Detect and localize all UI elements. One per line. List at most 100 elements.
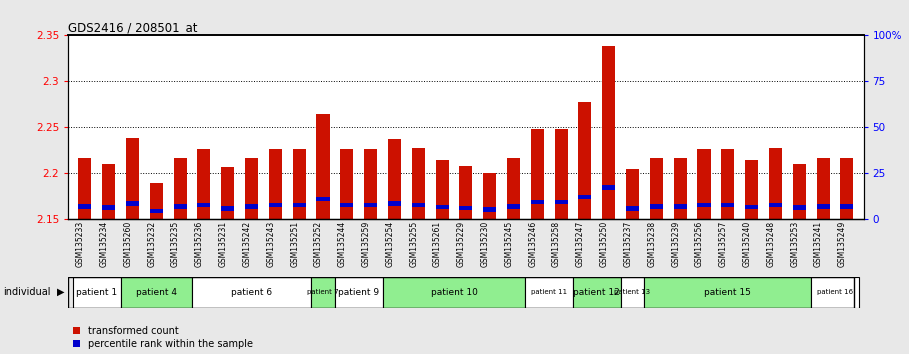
Text: GSM135258: GSM135258	[552, 221, 561, 267]
Bar	[840, 158, 854, 204]
Bar	[578, 102, 592, 195]
Bar	[816, 204, 830, 209]
Text: GSM135256: GSM135256	[695, 221, 704, 267]
Bar	[507, 209, 520, 219]
Bar	[102, 205, 115, 210]
Bar	[769, 148, 782, 203]
Text: patient 15: patient 15	[704, 288, 751, 297]
Text: patient 12: patient 12	[574, 288, 620, 297]
Bar	[483, 207, 496, 212]
Text: patient 7: patient 7	[307, 290, 339, 295]
Bar	[293, 207, 305, 219]
Bar	[102, 210, 115, 219]
Bar	[197, 149, 211, 203]
Bar	[459, 210, 473, 219]
Bar	[602, 185, 615, 190]
Text: GSM135259: GSM135259	[362, 221, 371, 267]
Bar	[293, 203, 305, 207]
Text: GSM135234: GSM135234	[100, 221, 109, 267]
Bar	[316, 114, 330, 197]
Text: GSM135236: GSM135236	[195, 221, 204, 267]
Bar	[388, 206, 401, 219]
Text: GSM135235: GSM135235	[171, 221, 180, 267]
Bar	[531, 129, 544, 200]
Text: GSM135237: GSM135237	[624, 221, 633, 267]
Text: patient 9: patient 9	[338, 288, 379, 297]
Bar	[245, 209, 258, 219]
Bar	[811, 277, 859, 308]
Text: GSM135251: GSM135251	[290, 221, 299, 267]
Bar	[435, 209, 449, 219]
Text: GSM135248: GSM135248	[766, 221, 775, 267]
Text: individual: individual	[3, 287, 50, 297]
Text: GSM135253: GSM135253	[790, 221, 799, 267]
Bar	[507, 204, 520, 209]
Bar	[316, 197, 330, 201]
Bar	[650, 209, 663, 219]
Text: GSM135230: GSM135230	[481, 221, 490, 267]
Bar	[531, 204, 544, 219]
Bar	[840, 204, 854, 209]
Bar	[197, 207, 211, 219]
Text: GSM135231: GSM135231	[219, 221, 228, 267]
Text: GSM135240: GSM135240	[743, 221, 752, 267]
Text: GSM135241: GSM135241	[814, 221, 823, 267]
Bar	[412, 148, 425, 203]
Text: GSM135252: GSM135252	[314, 221, 323, 267]
Bar	[459, 166, 473, 206]
Bar	[721, 203, 734, 207]
Legend: transformed count, percentile rank within the sample: transformed count, percentile rank withi…	[73, 326, 253, 349]
Bar	[602, 190, 615, 219]
Text: GDS2416 / 208501_at: GDS2416 / 208501_at	[68, 21, 197, 34]
Bar	[650, 204, 663, 209]
Text: GSM135261: GSM135261	[433, 221, 442, 267]
Bar	[769, 207, 782, 219]
Bar	[674, 204, 686, 209]
Bar	[602, 46, 615, 185]
Bar	[507, 158, 520, 204]
Text: GSM135229: GSM135229	[457, 221, 465, 267]
Bar	[412, 207, 425, 219]
Bar	[221, 211, 235, 219]
Bar	[126, 201, 139, 206]
Text: GSM135233: GSM135233	[75, 221, 85, 267]
Text: patient 16: patient 16	[817, 290, 853, 295]
Bar	[192, 277, 311, 308]
Bar	[626, 206, 639, 211]
Bar	[554, 200, 567, 204]
Bar	[340, 207, 354, 219]
Bar	[578, 195, 592, 199]
Bar	[365, 207, 377, 219]
Bar	[697, 203, 711, 207]
Bar	[554, 204, 567, 219]
Text: GSM135238: GSM135238	[647, 221, 656, 267]
Bar	[269, 149, 282, 203]
Text: GSM135254: GSM135254	[385, 221, 395, 267]
Bar	[388, 139, 401, 201]
Bar	[459, 206, 473, 210]
Text: GSM135250: GSM135250	[600, 221, 609, 267]
Bar	[412, 203, 425, 207]
Bar	[293, 149, 305, 203]
Bar	[245, 204, 258, 209]
Bar	[311, 277, 335, 308]
Bar	[150, 209, 163, 213]
Text: GSM135257: GSM135257	[719, 221, 728, 267]
Bar	[697, 207, 711, 219]
Bar	[150, 183, 163, 209]
Bar	[644, 277, 811, 308]
Bar	[626, 169, 639, 206]
Bar	[269, 203, 282, 207]
Bar	[621, 277, 644, 308]
Text: GSM135249: GSM135249	[838, 221, 847, 267]
Bar	[335, 277, 383, 308]
Bar	[365, 149, 377, 203]
Bar	[365, 203, 377, 207]
Text: patient 6: patient 6	[231, 288, 272, 297]
Bar	[793, 210, 805, 219]
Bar	[793, 164, 805, 205]
Bar	[745, 160, 758, 205]
Text: GSM135243: GSM135243	[266, 221, 275, 267]
Text: GSM135239: GSM135239	[671, 221, 680, 267]
Bar	[435, 205, 449, 209]
